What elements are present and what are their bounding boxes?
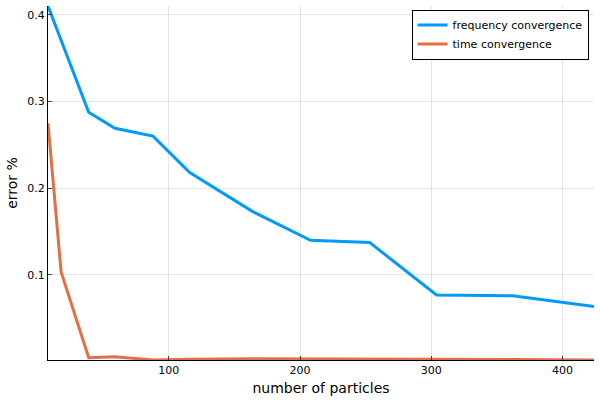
svg-text:400: 400 [552,364,573,377]
svg-text:0.2: 0.2 [27,182,45,195]
svg-text:frequency convergence: frequency convergence [453,19,583,32]
svg-text:0.4: 0.4 [27,9,45,22]
svg-text:100: 100 [158,364,179,377]
svg-text:0.3: 0.3 [27,95,45,108]
svg-text:0.1: 0.1 [27,269,45,282]
svg-text:200: 200 [290,364,311,377]
svg-text:time convergence: time convergence [453,38,552,51]
svg-text:error %: error % [4,157,20,209]
svg-text:number of particles: number of particles [252,380,389,396]
svg-text:300: 300 [421,364,442,377]
